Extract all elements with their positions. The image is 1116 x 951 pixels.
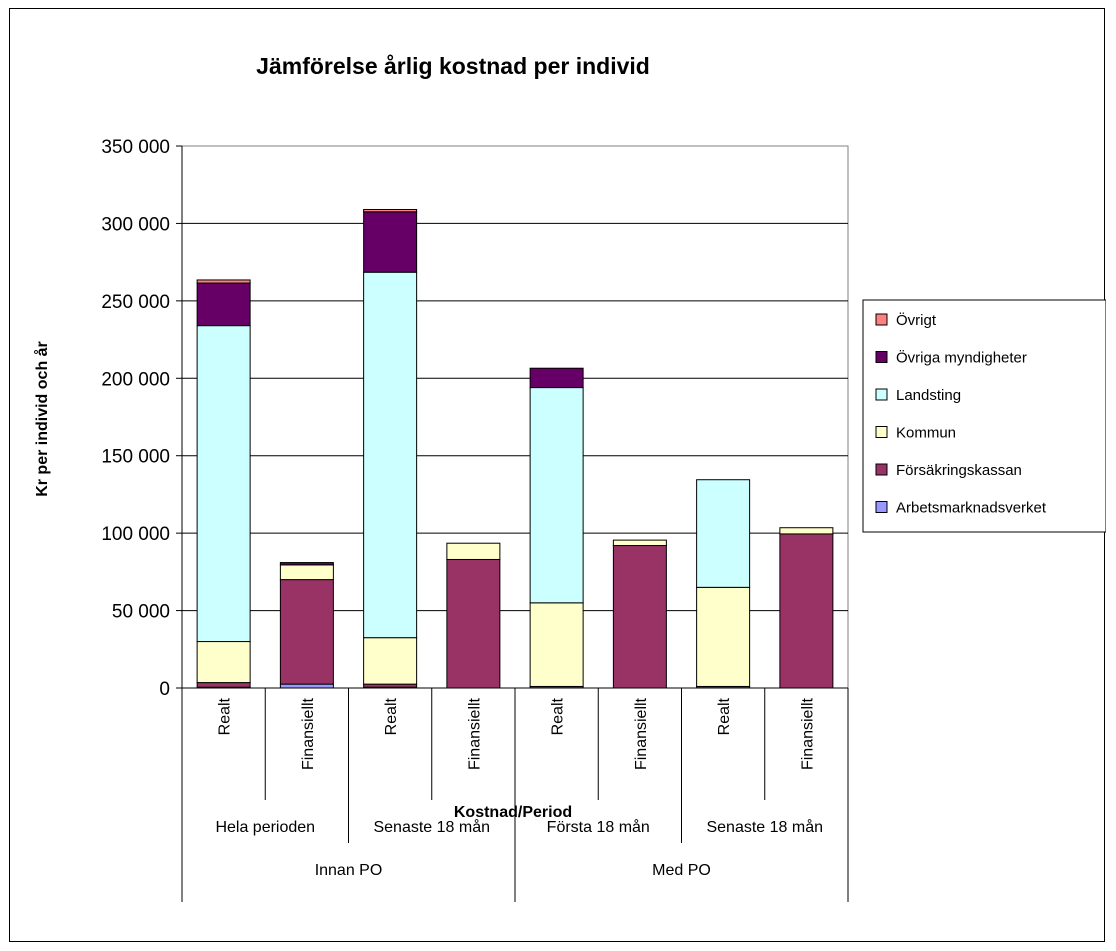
legend-item-label: Arbetsmarknadsverket: [896, 500, 1047, 517]
bar-segment: [279, 564, 334, 581]
stacked-bar-chart: Jämförelse årlig kostnad per individ 0 50…: [33, 53, 1106, 902]
axes-layer: [176, 145, 849, 902]
period-label: Senaste 18 mån: [373, 818, 490, 836]
chart-title: Jämförelse årlig kostnad per individ: [256, 53, 650, 79]
y-tick-label: 200 000: [101, 369, 170, 390]
legend-item-label: Landsting: [896, 387, 961, 404]
bar-segment: [196, 325, 251, 643]
period-label: Hela perioden: [215, 819, 315, 836]
bar-segment: [779, 527, 834, 535]
chart-frame: Jämförelse årlig kostnad per individ 0 50…: [9, 8, 1106, 942]
bar-segment: [279, 579, 334, 685]
y-tick-label: 0: [159, 679, 170, 700]
bar-segment: [279, 683, 334, 689]
legend-item-label: Övrigt: [896, 311, 937, 329]
bar-segment: [612, 539, 667, 547]
x-axis-title: Kostnad/Period: [454, 804, 572, 821]
bar-segment: [529, 367, 584, 389]
y-tick-label: 300 000: [101, 214, 170, 235]
period-label: Senaste 18 mån: [706, 818, 823, 836]
bar-segment: [612, 545, 667, 689]
legend: Övrigt Övriga myndigheter Landsting Kommun F…: [862, 299, 1106, 533]
period-label: Första 18 mån: [547, 818, 650, 836]
bars-layer: [196, 208, 834, 689]
legend-swatch: [875, 313, 888, 326]
bar-segment: [196, 282, 251, 327]
bar-segment: [196, 682, 251, 688]
legend-swatch: [875, 388, 888, 401]
category-label: Finansiellt: [300, 697, 317, 770]
bar-segment: [196, 279, 251, 284]
labels-layer: 0 50 000 100 000 150 000 200 000 250 000 300 0…: [101, 137, 823, 879]
bar-segment: [696, 586, 751, 687]
bar-segment: [196, 641, 251, 684]
category-label: Realt: [383, 697, 400, 735]
y-tick-label: 150 000: [101, 447, 170, 468]
y-tick-label: 250 000: [101, 292, 170, 313]
legend-swatch: [875, 501, 888, 513]
y-tick-label: 100 000: [101, 524, 170, 545]
legend-item-label: Övriga myndigheter: [896, 349, 1027, 367]
bar-segment: [779, 533, 834, 689]
category-label: Realt: [217, 697, 234, 735]
legend-box: [862, 299, 1106, 533]
category-label: Finansiellt: [633, 697, 650, 770]
legend-swatch: [875, 351, 888, 363]
y-tick-label: 50 000: [112, 602, 170, 623]
bar-segment: [363, 271, 418, 639]
category-label: Finansiellt: [466, 697, 483, 770]
group-label: Innan PO: [315, 862, 383, 879]
legend-item-label: Kommun: [896, 425, 956, 442]
legend-swatch: [875, 463, 888, 476]
bar-segment: [446, 558, 501, 689]
bar-segment: [279, 562, 334, 566]
bar-segment: [529, 602, 584, 687]
legend-item-label: Försäkringskassan: [896, 462, 1022, 479]
category-label: Realt: [716, 697, 733, 735]
bar-segment: [696, 479, 751, 588]
bar-segment: [363, 637, 418, 685]
bar-segment: [446, 542, 501, 560]
legend-swatch: [875, 426, 888, 438]
bar-segment: [529, 387, 584, 604]
category-label: Realt: [550, 697, 567, 735]
bar-segment: [363, 211, 418, 273]
y-axis-title: Kr per individ och år: [33, 341, 51, 497]
group-label: Med PO: [652, 862, 711, 879]
bar-segment: [363, 208, 418, 213]
y-tick-label: 350 000: [101, 137, 170, 158]
category-label: Finansiellt: [799, 697, 816, 770]
